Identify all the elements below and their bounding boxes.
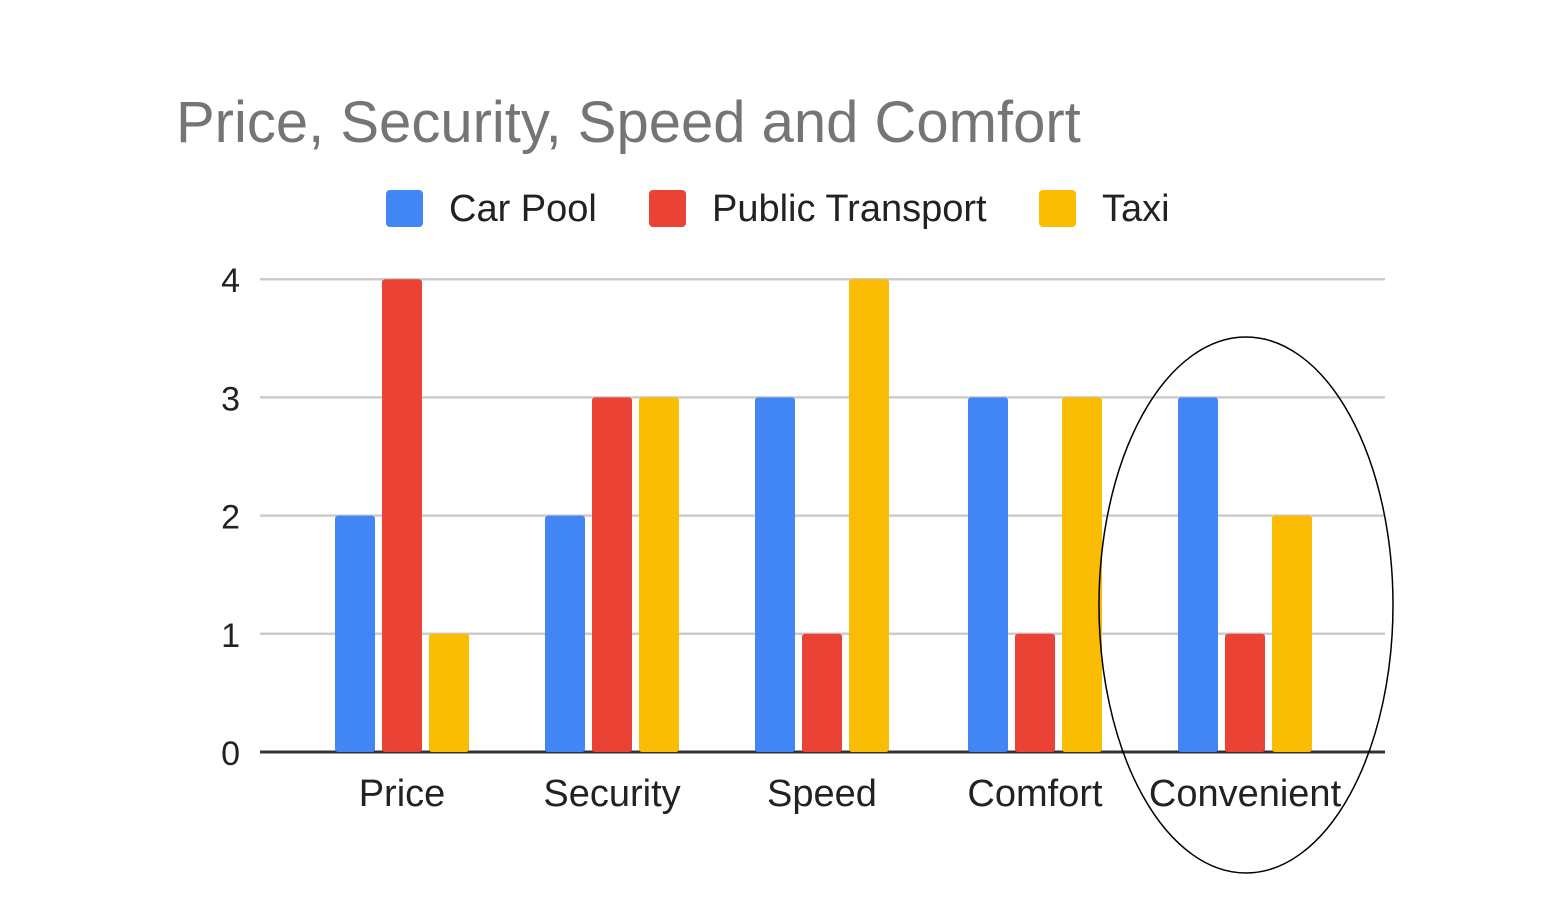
bar bbox=[335, 515, 375, 752]
x-tick-label: Price bbox=[359, 773, 446, 815]
y-tick-label: 2 bbox=[221, 499, 240, 537]
legend-label: Taxi bbox=[1102, 188, 1170, 230]
legend-swatch bbox=[649, 190, 686, 227]
bar bbox=[849, 279, 889, 752]
x-tick-label: Comfort bbox=[967, 773, 1103, 815]
y-tick-label: 0 bbox=[221, 735, 240, 773]
x-tick-label: Speed bbox=[767, 773, 877, 815]
bar bbox=[592, 397, 632, 752]
bar bbox=[1272, 515, 1312, 752]
y-tick-label: 4 bbox=[221, 262, 240, 300]
legend-label: Public Transport bbox=[712, 188, 987, 230]
legend-label: Car Pool bbox=[449, 188, 597, 230]
bar bbox=[639, 397, 679, 752]
x-tick-label: Security bbox=[543, 773, 680, 815]
legend: Car Pool Public Transport Taxi bbox=[386, 188, 1170, 230]
bar bbox=[1062, 397, 1102, 752]
bar bbox=[1015, 633, 1055, 752]
bar bbox=[382, 279, 422, 752]
bar bbox=[755, 397, 795, 752]
legend-swatch bbox=[1039, 190, 1076, 227]
annotation-ellipse bbox=[1098, 336, 1394, 874]
bar bbox=[1178, 397, 1218, 752]
bar bbox=[968, 397, 1008, 752]
bar bbox=[802, 633, 842, 752]
chart-title: Price, Security, Speed and Comfort bbox=[176, 90, 1081, 155]
bar bbox=[429, 633, 469, 752]
bar bbox=[545, 515, 585, 752]
bar bbox=[1225, 633, 1265, 752]
legend-swatch bbox=[386, 190, 423, 227]
x-tick-label: Convenient bbox=[1149, 773, 1342, 815]
y-tick-label: 3 bbox=[221, 380, 240, 418]
y-tick-label: 1 bbox=[221, 617, 240, 655]
